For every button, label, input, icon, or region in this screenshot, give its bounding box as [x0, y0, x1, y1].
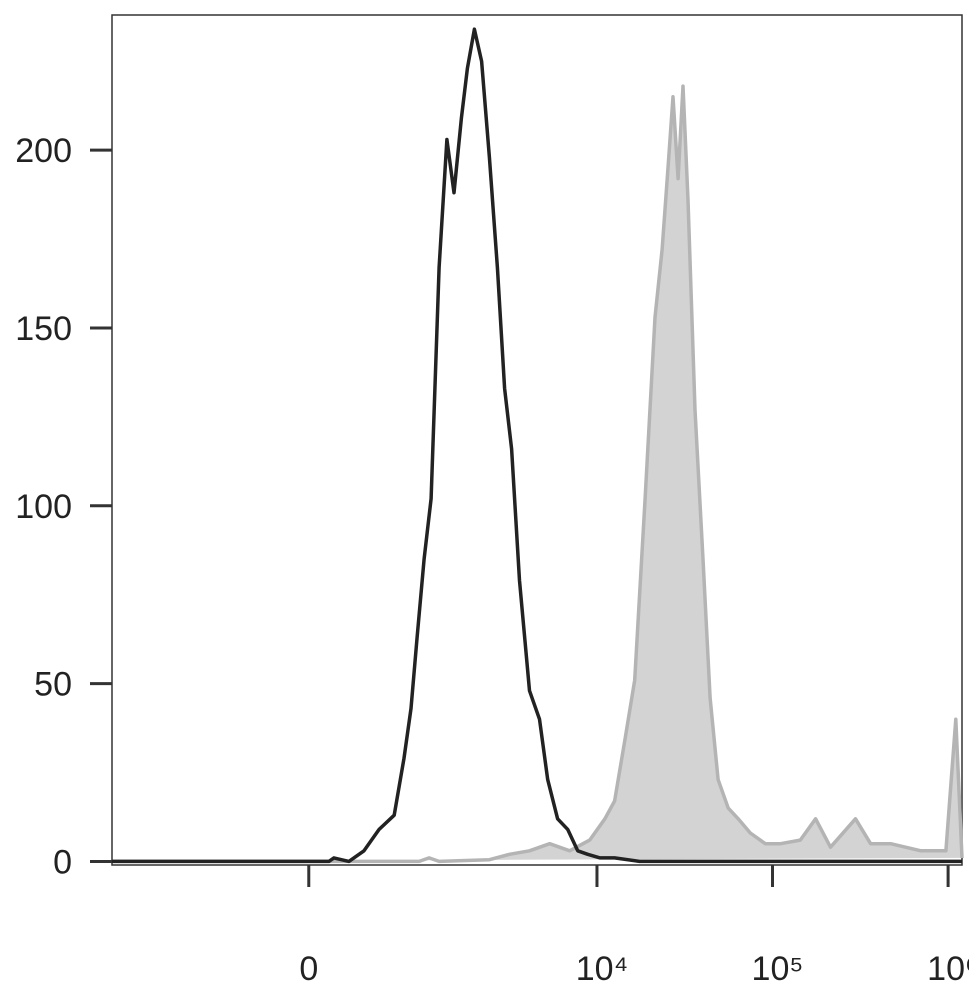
plot-frame [111, 14, 963, 866]
x-tick-label: 10⁵ [752, 950, 804, 988]
y-tick-label: 0 [53, 843, 72, 881]
y-tick-label: 200 [15, 132, 72, 170]
x-tick-label: 10⁶ [927, 950, 969, 988]
x-tick-label: 10⁴ [576, 950, 628, 988]
y-tick-label: 50 [34, 666, 72, 704]
y-tick-label: 150 [15, 310, 72, 348]
area-fill [112, 86, 962, 862]
x-tick-label: 0 [299, 950, 318, 988]
histogram-line [112, 27, 962, 864]
y-tick-label: 100 [15, 488, 72, 526]
histogram-line [112, 84, 964, 864]
